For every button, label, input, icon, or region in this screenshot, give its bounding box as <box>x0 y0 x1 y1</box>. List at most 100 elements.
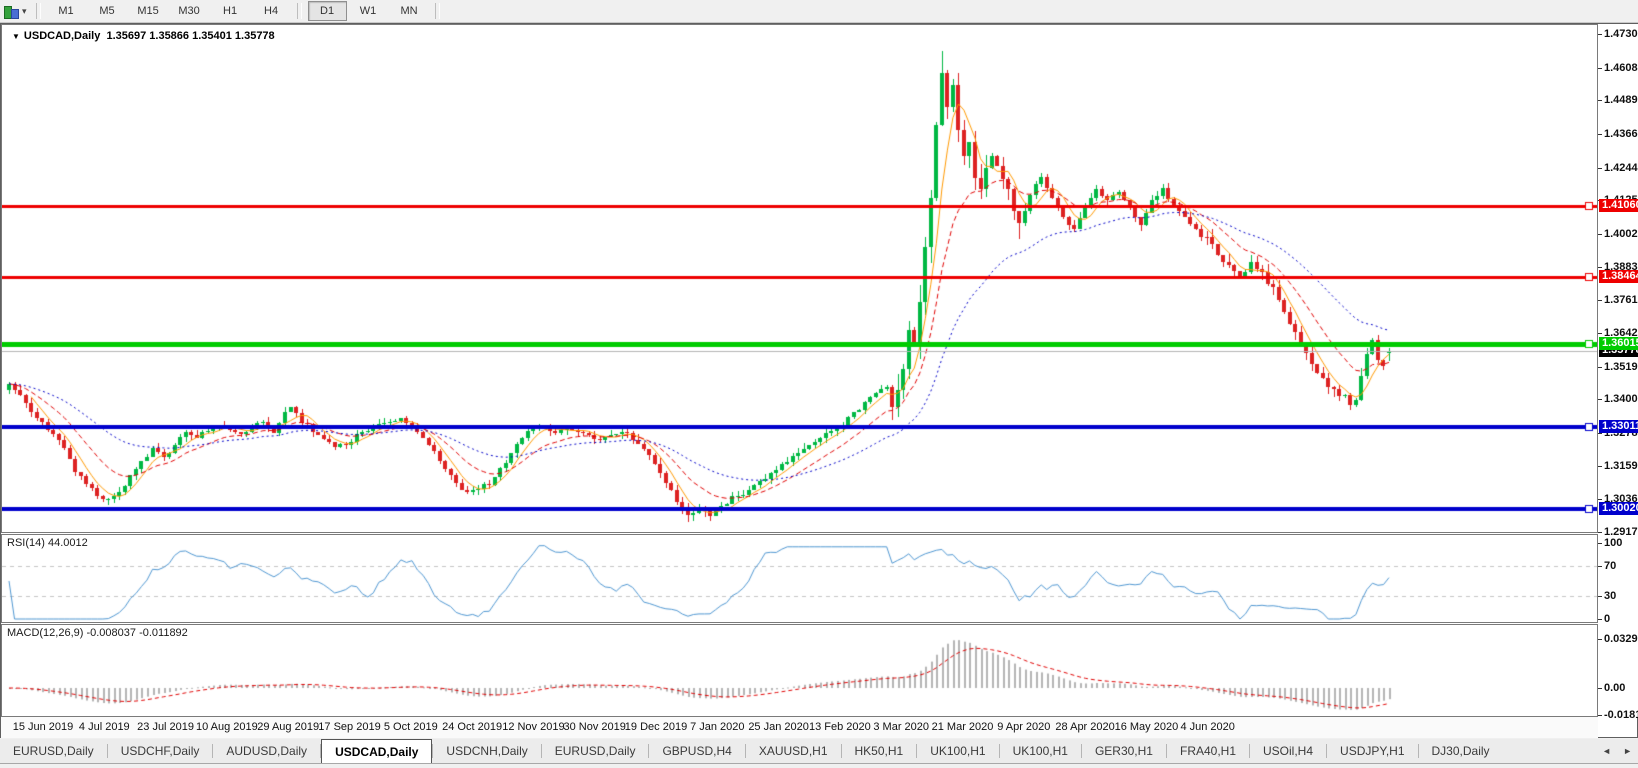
price-tick-label: 1.29175 <box>1598 526 1638 539</box>
chart-tab-uk100-h1[interactable]: UK100,H1 <box>1012 744 1068 758</box>
chart-tab-gbpusd-h4[interactable]: GBPUSD,H4 <box>662 744 732 758</box>
date-label: 17 Sep 2019 <box>318 721 381 733</box>
date-label: 13 Feb 2020 <box>809 721 871 733</box>
tab-separator <box>840 744 842 758</box>
macd-tick-label: 0.00 <box>1598 682 1625 695</box>
tab-scroll-controls: ◄ ► <box>1602 739 1632 763</box>
macd-tick-label: -0.01815 <box>1598 709 1638 722</box>
toolbar-separator <box>434 3 440 19</box>
rsi-indicator-canvas[interactable] <box>2 535 1597 622</box>
symbol-dropdown-icon[interactable]: ▼ <box>12 32 20 41</box>
price-tick-label: 1.42440 <box>1598 162 1638 175</box>
chart-tab-fra40-h1[interactable]: FRA40,H1 <box>1179 744 1237 758</box>
chart-window: ▼ USDCAD,Daily 1.35697 1.35866 1.35401 1.… <box>0 23 1638 738</box>
macd-label: MACD(12,26,9) -0.008037 -0.011892 <box>7 627 188 639</box>
rsi-tick-label: 70 <box>1598 560 1616 573</box>
date-label: 25 Jan 2020 <box>748 721 809 733</box>
date-axis: 15 Jun 2019 4 Jul 2019 23 Jul 2019 10 Aug 2… <box>1 717 1598 738</box>
macd-indicator-canvas[interactable] <box>2 625 1597 716</box>
toolbar-separator <box>296 3 302 19</box>
date-label: 29 Aug 2019 <box>257 721 320 733</box>
chart-tab-hk50-h1[interactable]: HK50,H1 <box>854 744 904 758</box>
chart-type-icon[interactable] <box>3 4 21 19</box>
tab-separator <box>648 744 650 758</box>
chart-tab-eurusd-daily[interactable]: EURUSD,Daily <box>13 744 94 758</box>
rsi-label: RSI(14) 44.0012 <box>7 537 88 549</box>
price-axis: 1.473051.460801.448901.436651.424401.412… <box>1598 24 1638 721</box>
toolbar-separator <box>35 3 41 19</box>
date-label: 5 Oct 2019 <box>383 721 438 733</box>
date-label: 4 Jun 2020 <box>1180 721 1235 733</box>
chart-tab-uk100-h1[interactable]: UK100,H1 <box>930 744 986 758</box>
rsi-pane: RSI(14) 44.0012 <box>1 534 1598 623</box>
chart-type-dropdown-caret-icon[interactable]: ▾ <box>22 5 27 16</box>
date-label: 16 May 2020 <box>1114 721 1179 733</box>
date-label: 3 Mar 2020 <box>873 721 930 733</box>
rsi-tick-label: 100 <box>1598 537 1622 550</box>
chart-tab-usdjpy-h1[interactable]: USDJPY,H1 <box>1340 744 1405 758</box>
date-label: 30 Nov 2019 <box>563 721 626 733</box>
chart-tab-usdchf-daily[interactable]: USDCHF,Daily <box>120 744 200 758</box>
chart-tab-ger30-h1[interactable]: GER30,H1 <box>1094 744 1153 758</box>
chart-tab-usoil-h4[interactable]: USOil,H4 <box>1263 744 1314 758</box>
rsi-tick-label: 0 <box>1598 613 1610 626</box>
date-label: 15 Jun 2019 <box>12 721 74 733</box>
tab-separator <box>106 744 108 758</box>
timeframe-button-w1[interactable]: W1 <box>359 5 377 17</box>
date-label: 4 Jul 2019 <box>78 721 130 733</box>
timeframe-button-m5[interactable]: M5 <box>99 5 115 17</box>
price-chart-canvas[interactable] <box>2 25 1597 532</box>
timeframe-button-h1[interactable]: H1 <box>223 5 238 17</box>
price-tick-label: 1.44890 <box>1598 94 1638 107</box>
chart-title-ohlc: 1.35697 1.35866 1.35401 1.35778 <box>106 30 275 42</box>
hline-price-badge: 1.36015 <box>1599 337 1638 351</box>
tab-separator <box>432 744 434 758</box>
tab-separator <box>1165 744 1167 758</box>
tab-separator <box>1249 744 1251 758</box>
date-label: 12 Nov 2019 <box>502 721 565 733</box>
tab-scroll-left-icon[interactable]: ◄ <box>1602 746 1612 756</box>
price-tick-label: 1.31590 <box>1598 460 1638 473</box>
price-tick-label: 1.35195 <box>1598 361 1638 374</box>
tab-separator <box>1326 744 1328 758</box>
timeframe-button-m30[interactable]: M30 <box>178 5 200 17</box>
price-tick-label: 1.40025 <box>1598 228 1638 241</box>
date-label: 23 Jul 2019 <box>137 721 195 733</box>
tab-separator <box>212 744 214 758</box>
date-label: 10 Aug 2019 <box>195 721 258 733</box>
chart-tab-usdcnh-daily[interactable]: USDCNH,Daily <box>446 744 528 758</box>
chart-tab-eurusd-daily[interactable]: EURUSD,Daily <box>554 744 636 758</box>
tab-separator <box>1080 744 1082 758</box>
price-tick-label: 1.37610 <box>1598 294 1638 307</box>
price-tick-label: 1.38835 <box>1598 261 1638 274</box>
date-label: 24 Oct 2019 <box>442 721 503 733</box>
timeframe-button-m1[interactable]: M1 <box>58 5 74 17</box>
timeframe-button-d1[interactable]: D1 <box>307 1 347 21</box>
chart-title: ▼ USDCAD,Daily 1.35697 1.35866 1.35401 1.… <box>12 30 275 42</box>
hline-price-badge: 1.41060 <box>1599 198 1638 212</box>
top-toolbar: ▾ M1 M5 M15 M30 H1 H4 D1 W1 MN <box>0 0 1638 23</box>
hline-price-badge: 1.38464 <box>1599 269 1638 283</box>
macd-tick-label: 0.032972 <box>1598 633 1638 646</box>
tab-scroll-right-icon[interactable]: ► <box>1623 746 1632 756</box>
price-tick-label: 1.34005 <box>1598 393 1638 406</box>
date-label: 9 Apr 2020 <box>997 721 1051 733</box>
tab-separator <box>540 744 542 758</box>
price-tick-label: 1.47305 <box>1598 28 1638 41</box>
tab-separator <box>998 744 1000 758</box>
timeframe-button-mn[interactable]: MN <box>400 5 418 17</box>
chart-tab-usdcad-daily[interactable]: USDCAD,Daily <box>321 739 433 763</box>
timeframe-button-m15[interactable]: M15 <box>137 5 159 17</box>
hline-price-badge: 1.33011 <box>1599 419 1638 433</box>
tab-separator <box>1417 744 1419 758</box>
date-label: 28 Apr 2020 <box>1055 721 1115 733</box>
macd-pane: MACD(12,26,9) -0.008037 -0.011892 <box>1 624 1598 717</box>
tab-separator <box>916 744 918 758</box>
timeframe-button-h4[interactable]: H4 <box>264 5 279 17</box>
price-pane: ▼ USDCAD,Daily 1.35697 1.35866 1.35401 1.… <box>1 24 1598 533</box>
chart-tab-xauusd-h1[interactable]: XAUUSD,H1 <box>758 744 828 758</box>
hline-price-badge: 1.30020 <box>1599 501 1638 515</box>
chart-tab-audusd-daily[interactable]: AUDUSD,Daily <box>226 744 308 758</box>
date-label: 7 Jan 2020 <box>690 721 745 733</box>
chart-tab-dj30-daily[interactable]: DJ30,Daily <box>1431 744 1490 758</box>
